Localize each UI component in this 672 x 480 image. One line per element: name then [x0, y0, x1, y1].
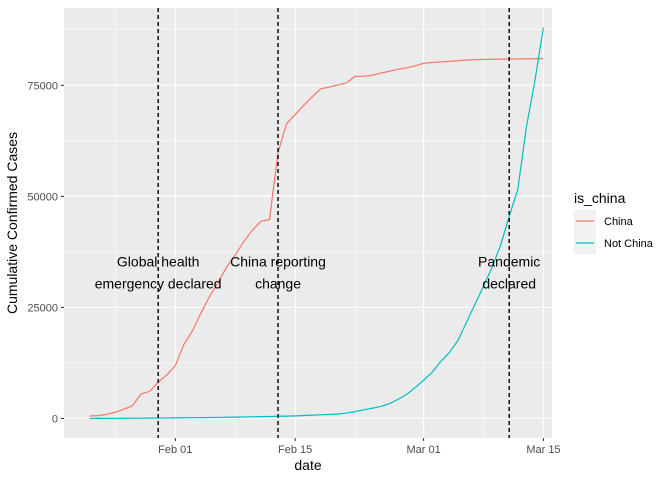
- series-layer: [89, 27, 545, 420]
- y-tick-label: 75000: [27, 80, 58, 92]
- vline-layer: [157, 8, 510, 438]
- annotation-layer: Global health emergency declared China rep…: [95, 254, 541, 292]
- y-axis-title: Cumulative Confirmed Cases: [4, 132, 20, 314]
- x-axis-title: date: [294, 457, 321, 473]
- event-annotation-1: change: [255, 276, 301, 292]
- y-axis: 0 25000 50000 75000: [27, 80, 64, 425]
- x-tick-label: Mar 15: [526, 444, 560, 456]
- event-annotation-0: emergency declared: [95, 276, 222, 292]
- event-annotation-1: China reporting: [230, 254, 326, 270]
- legend-label-china: China: [604, 216, 634, 228]
- x-axis: Feb 01 Feb 15 Mar 01 Mar 15: [158, 438, 561, 456]
- y-tick-label: 25000: [27, 302, 58, 314]
- legend-title: is_china: [574, 190, 626, 206]
- x-tick-label: Feb 01: [158, 444, 192, 456]
- event-annotation-2: declared: [482, 276, 536, 292]
- event-annotation-0: Global health: [117, 254, 200, 270]
- grid-minor: [64, 8, 552, 438]
- event-annotation-2: Pandemic: [478, 254, 540, 270]
- series-line-not-china: [89, 27, 545, 420]
- x-tick-label: Feb 15: [278, 444, 312, 456]
- x-tick-label: Mar 01: [406, 444, 440, 456]
- legend-label-not-china: Not China: [604, 238, 654, 250]
- series-line-china: [89, 58, 544, 417]
- plot-panel: [64, 8, 552, 438]
- legend: is_china China Not China: [574, 190, 654, 254]
- y-tick-label: 50000: [27, 191, 58, 203]
- y-tick-label: 0: [52, 413, 58, 425]
